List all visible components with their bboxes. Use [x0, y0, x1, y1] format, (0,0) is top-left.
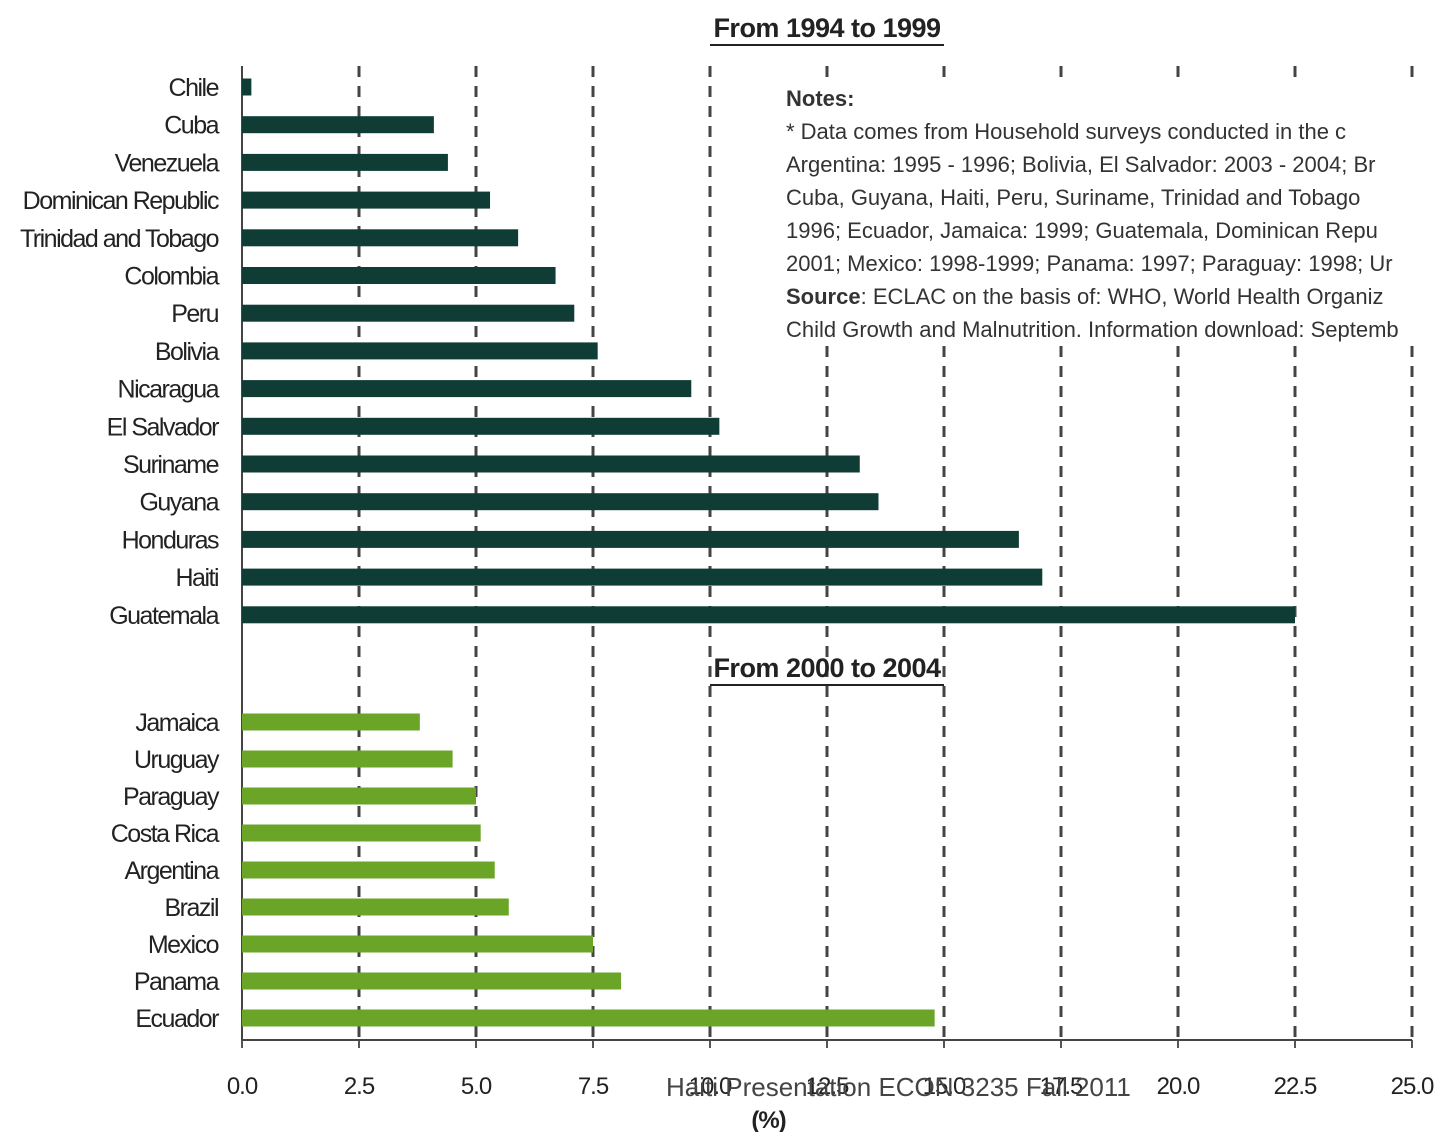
- notes-source-line: Source: ECLAC on the basis of: WHO, Worl…: [786, 280, 1439, 313]
- bar: [242, 898, 509, 916]
- bar: [242, 713, 420, 731]
- category-label: Uruguay: [134, 746, 220, 774]
- category-label: Cuba: [164, 112, 219, 140]
- bar: [242, 191, 491, 209]
- notes-line: Argentina: 1995 - 1996; Bolivia, El Salv…: [786, 152, 1376, 177]
- x-tick-label: 7.5: [578, 1073, 609, 1100]
- notes-heading: Notes:: [786, 86, 855, 111]
- x-tick-labels: 0.0 2.5 5.0 7.5 10.0 12.5 15.0 17.5 20.0 22.5 25.0…: [227, 1073, 1435, 1132]
- bar: [242, 380, 692, 398]
- x-tick-label: 17.5: [1040, 1073, 1083, 1100]
- category-label: Venezuela: [115, 149, 220, 177]
- x-tick-label: 25.0: [1391, 1073, 1434, 1100]
- notes-line: Cuba, Guyana, Haiti, Peru, Suriname, Tri…: [786, 185, 1361, 210]
- category-labels: Chile Cuba Venezuela Dominican Republic Trin…: [20, 74, 222, 1033]
- bar: [242, 824, 481, 842]
- category-label: Ecuador: [135, 1005, 219, 1033]
- period-title: From 1994 to 1999: [713, 13, 941, 43]
- bar: [242, 78, 252, 96]
- notes-line: 1996; Ecuador, Jamaica: 1999; Guatemala,…: [786, 218, 1378, 243]
- bar: [242, 972, 622, 990]
- category-label: Guatemala: [109, 602, 219, 630]
- category-label: Panama: [134, 968, 220, 996]
- category-label: Colombia: [124, 263, 219, 291]
- notes-line: * Data comes from Household surveys cond…: [786, 119, 1347, 144]
- category-label: El Salvador: [107, 413, 220, 441]
- x-tick-label: 15.0: [923, 1073, 966, 1100]
- category-label: Dominican Republic: [23, 187, 219, 215]
- category-label: Costa Rica: [111, 820, 220, 848]
- bar: [242, 493, 879, 511]
- bar: [242, 304, 575, 322]
- notes-line: Child Growth and Malnutrition. Informati…: [786, 317, 1399, 342]
- bar: [242, 1009, 935, 1027]
- x-tick-label: 22.5: [1274, 1073, 1317, 1100]
- notes-line: 2001; Mexico: 1998-1999; Panama: 1997; P…: [786, 251, 1393, 276]
- bar: [242, 606, 1295, 624]
- category-label: Bolivia: [155, 338, 220, 366]
- period-titles: From 1994 to 1999 From 2000 to 2004: [710, 13, 944, 686]
- x-tick-label: 12.5: [806, 1073, 849, 1100]
- bar: [242, 935, 593, 953]
- category-label: Suriname: [123, 451, 219, 479]
- category-label: Mexico: [148, 931, 219, 959]
- source-label: Source: [786, 284, 861, 309]
- bar: [242, 568, 1043, 586]
- bar: [242, 455, 860, 473]
- category-label: Paraguay: [123, 783, 220, 811]
- bar: [242, 342, 598, 360]
- bar: [242, 153, 448, 171]
- presentation-footer: Haiti Presentation ECON 3235 Fall 2011: [666, 1072, 1131, 1102]
- x-tick-label: 20.0: [1157, 1073, 1200, 1100]
- bar: [242, 750, 453, 768]
- x-tick-label: 5.0: [461, 1073, 492, 1100]
- category-label: Haiti: [175, 564, 218, 592]
- x-tick-label: 2.5: [344, 1073, 375, 1100]
- category-label: Argentina: [124, 857, 219, 885]
- bar: [242, 417, 720, 435]
- bar: [242, 267, 556, 284]
- bar: [242, 116, 434, 134]
- notes-box: Notes: * Data comes from Household surve…: [786, 82, 1439, 346]
- category-label: Jamaica: [135, 709, 219, 737]
- bars: [242, 78, 1295, 1027]
- bar: [242, 861, 495, 879]
- bar: [242, 229, 519, 247]
- category-label: Chile: [169, 74, 219, 102]
- x-tick-label: 0.0: [227, 1073, 258, 1100]
- category-label: Guyana: [139, 489, 219, 517]
- category-label: Brazil: [164, 894, 218, 922]
- period-title: From 2000 to 2004: [713, 653, 941, 683]
- category-label: Trinidad and Tobago: [20, 225, 219, 253]
- source-text: : ECLAC on the basis of: WHO, World Heal…: [860, 284, 1384, 309]
- category-label: Nicaragua: [118, 376, 220, 404]
- category-label: Honduras: [122, 526, 219, 554]
- bar: [242, 530, 1019, 548]
- x-axis-unit-label: (%): [751, 1107, 785, 1132]
- bar: [242, 787, 476, 805]
- x-tick-label: 10.0: [689, 1073, 732, 1100]
- category-label: Peru: [171, 300, 218, 328]
